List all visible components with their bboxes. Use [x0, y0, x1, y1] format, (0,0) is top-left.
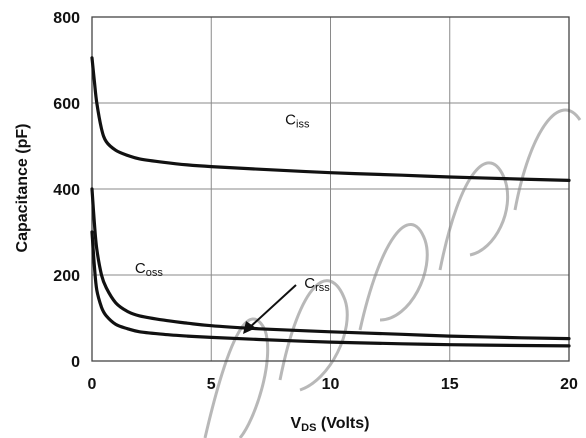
- x-tick-label: 5: [207, 376, 216, 393]
- x-tick-label: 0: [88, 376, 97, 393]
- y-tick-label: 400: [53, 182, 80, 199]
- x-tick-label: 10: [322, 376, 340, 393]
- series-line-coss: [90, 187, 571, 341]
- grid-lines: [91, 16, 570, 362]
- x-axis-title: VDS (Volts): [291, 415, 370, 434]
- series-label-crss: Crss: [304, 275, 330, 294]
- series-label-coss: Coss: [135, 260, 163, 279]
- series-group: [90, 56, 571, 348]
- y-tick-label: 600: [53, 96, 80, 113]
- series-label-ciss: Ciss: [285, 112, 310, 131]
- y-axis-title: Capacitance (pF): [14, 124, 31, 253]
- series-line-ciss: [90, 56, 571, 182]
- x-tick-label: 15: [441, 376, 459, 393]
- series-labels: Ciss Coss Crss: [135, 112, 330, 294]
- x-tick-label: 20: [560, 376, 578, 393]
- y-tick-label: 0: [71, 354, 80, 371]
- watermark: [203, 108, 582, 438]
- y-tick-label: 200: [53, 268, 80, 285]
- series-line-crss: [90, 230, 571, 348]
- crss-arrow: [243, 284, 297, 334]
- y-tick-label: 800: [53, 10, 80, 27]
